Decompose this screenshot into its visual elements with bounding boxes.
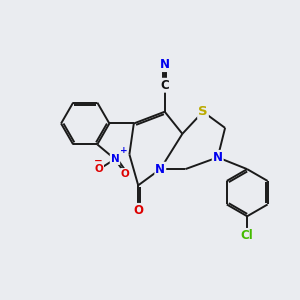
Text: N: N xyxy=(111,154,119,164)
Text: N: N xyxy=(213,151,223,164)
Text: Cl: Cl xyxy=(241,229,253,242)
Text: O: O xyxy=(121,169,130,179)
Text: N: N xyxy=(155,163,165,176)
Text: C: C xyxy=(160,79,169,92)
Text: +: + xyxy=(120,146,128,155)
Text: N: N xyxy=(160,58,170,71)
Text: −: − xyxy=(94,156,102,166)
Text: O: O xyxy=(94,164,103,174)
Text: O: O xyxy=(133,204,143,217)
Text: S: S xyxy=(198,105,208,118)
